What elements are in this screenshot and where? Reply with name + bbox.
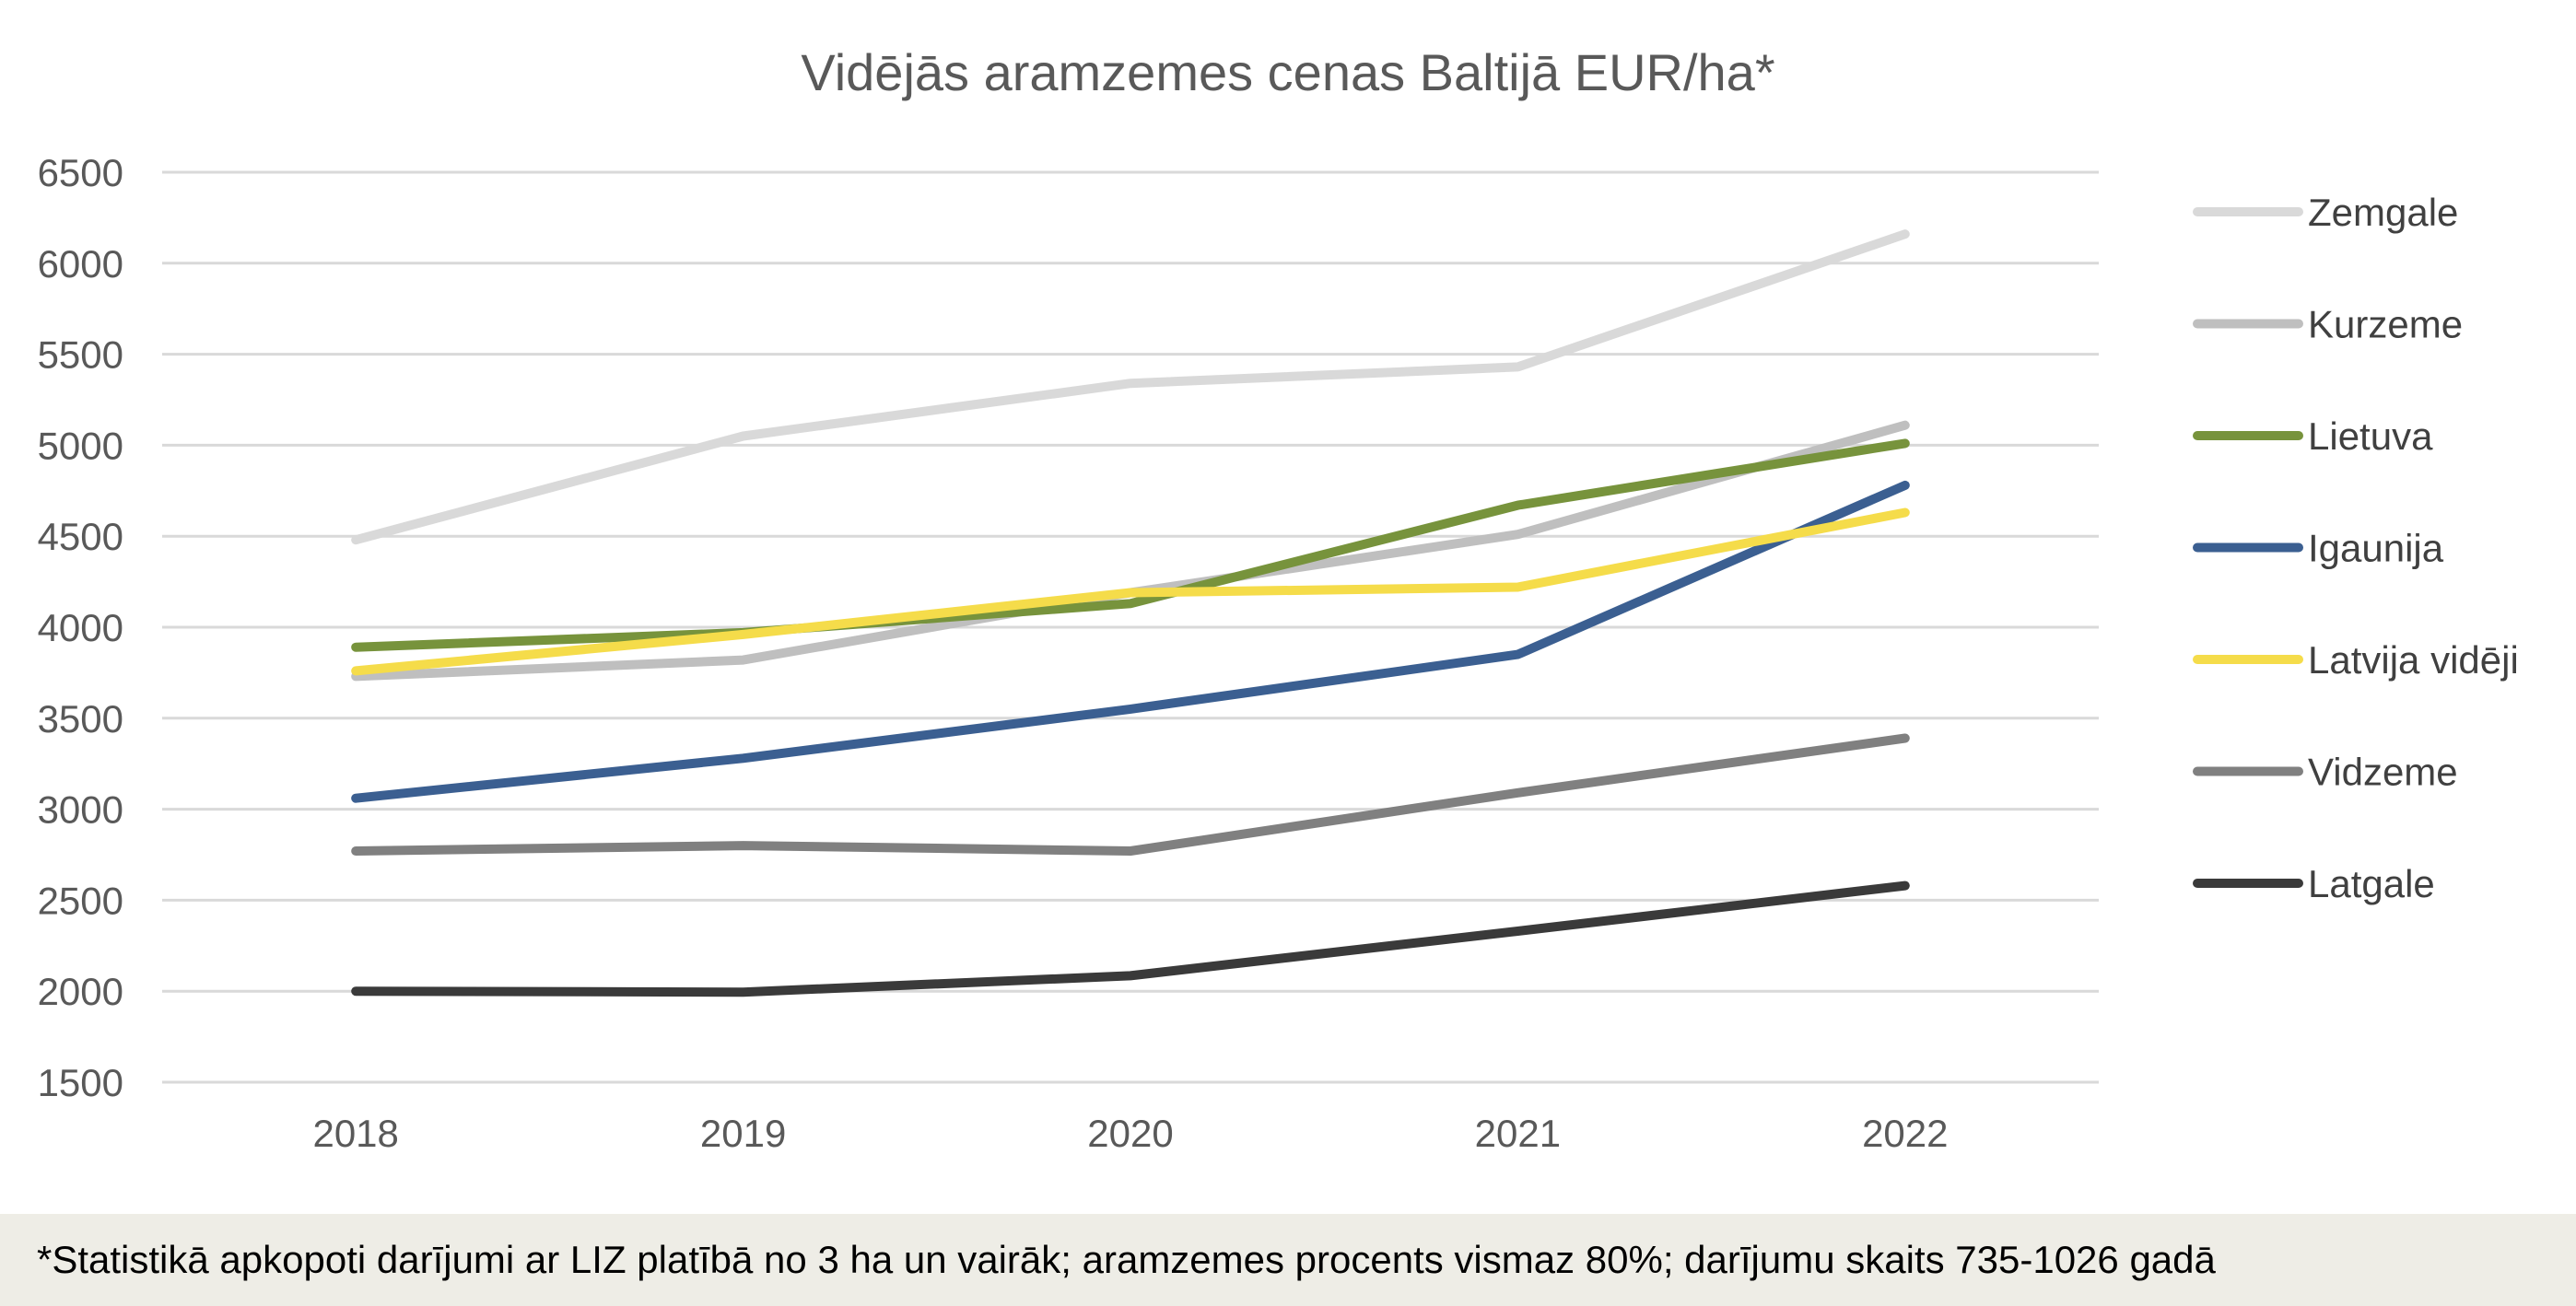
series-line-vidzeme [351, 733, 1910, 856]
series-line-latvija-vidēji [351, 507, 1910, 676]
y-tick-label: 4000 [38, 606, 123, 649]
x-tick-label: 2019 [700, 1112, 786, 1155]
legend-label: Latgale [2308, 862, 2435, 905]
legend: Zemgale Kurzeme Lietuva Igaunija Latvija vid… [2193, 191, 2519, 905]
footnote-text: *Statistikā apkopoti darījumi ar LIZ pla… [37, 1238, 2216, 1281]
chart-title: Vidējās aramzemes cenas Baltijā EUR/ha* [801, 43, 1774, 101]
legend-label: Lietuva [2308, 414, 2433, 458]
y-tick-label: 3500 [38, 697, 123, 740]
series-line-lietuva [351, 438, 1910, 652]
y-tick-label: 2500 [38, 879, 123, 922]
x-tick-label: 2022 [1862, 1112, 1948, 1155]
series-line-igaunija [351, 480, 1910, 803]
legend-label: Vidzeme [2308, 751, 2458, 794]
y-tick-label: 2000 [38, 970, 123, 1013]
x-tick-label: 2020 [1087, 1112, 1173, 1155]
legend-label: Latvija vidēji [2308, 638, 2519, 682]
y-tick-label: 4500 [38, 515, 123, 558]
gridlines [162, 170, 2099, 1084]
footnote-bar: *Statistikā apkopoti darījumi ar LIZ pla… [0, 1214, 2576, 1306]
x-tick-label: 2018 [312, 1112, 398, 1155]
y-tick-label: 5000 [38, 424, 123, 467]
x-axis-ticks: 2018 2019 2020 2021 2022 [312, 1112, 1948, 1155]
y-tick-label: 5500 [38, 333, 123, 377]
legend-label: Kurzeme [2308, 303, 2463, 346]
y-tick-label: 1500 [38, 1061, 123, 1104]
series-line-latgale [351, 880, 1910, 997]
y-tick-label: 6500 [38, 151, 123, 194]
x-tick-label: 2021 [1475, 1112, 1561, 1155]
y-tick-label: 6000 [38, 242, 123, 286]
legend-label: Zemgale [2308, 191, 2458, 234]
legend-label: Igaunija [2308, 527, 2444, 570]
series-lines [351, 229, 1910, 997]
y-axis-ticks: 6500 6000 5500 5000 4500 4000 3500 3000 2500 2000… [38, 151, 123, 1104]
series-line-zemgale [351, 229, 1910, 545]
y-tick-label: 3000 [38, 788, 123, 832]
line-chart: Vidējās aramzemes cenas Baltijā EUR/ha* … [38, 43, 2519, 1155]
